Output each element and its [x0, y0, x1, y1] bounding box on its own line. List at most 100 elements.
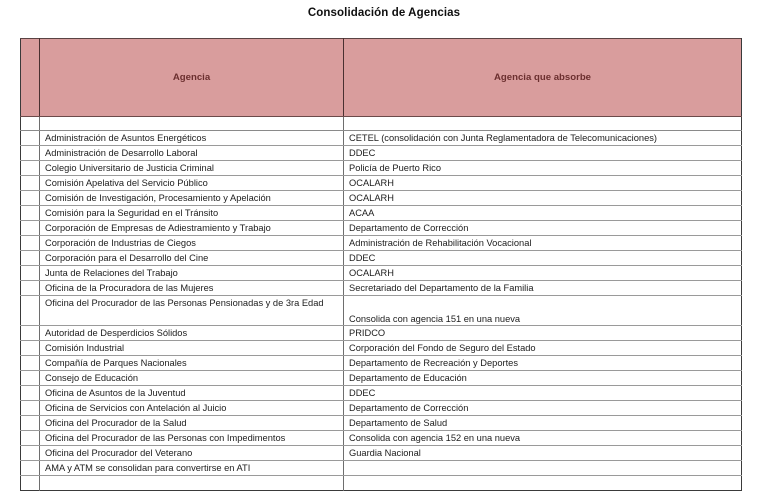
cell-agencia: Compañía de Parques Nacionales: [39, 355, 344, 371]
cell-agencia: Colegio Universitario de Justicia Crimin…: [39, 160, 344, 176]
cell-agencia-que-absorbe: Departamento de Salud: [343, 415, 742, 431]
cell-agencia-que-absorbe-text: Departamento de Corrección: [349, 403, 469, 413]
cell-agencia-que-absorbe: ACAA: [343, 205, 742, 221]
cell-agencia: Oficina del Procurador del Veterano: [39, 445, 344, 461]
cell-agencia-que-absorbe: Departamento de Recreación y Deportes: [343, 355, 742, 371]
cell-agencia-que-absorbe-text: DDEC: [349, 148, 376, 158]
cell-agencia-que-absorbe-text: Guardia Nacional: [349, 448, 421, 458]
consolidation-table: Agencia Agencia que absorbe Administración…: [20, 38, 742, 491]
row-marker-cell: [20, 370, 40, 386]
cell-agencia-que-absorbe: Secretariado del Departamento de la Fami…: [343, 280, 742, 296]
row-marker-cell: [20, 220, 40, 236]
row-marker-cell: [20, 160, 40, 176]
cell-agencia-text: AMA y ATM se consolidan para convertirse…: [45, 463, 251, 473]
cell-agencia-que-absorbe: OCALARH: [343, 265, 742, 281]
cell-agencia: Comisión Industrial: [39, 340, 344, 356]
cell-agencia-text: Oficina del Procurador de la Salud: [45, 418, 187, 428]
cell-agencia: Comisión de Investigación, Procesamiento…: [39, 190, 344, 206]
table-row: Administración de Asuntos Energéticos CET…: [20, 130, 742, 146]
spacer-cell-absorbe: [343, 116, 742, 131]
row-marker-cell: [20, 250, 40, 266]
tail-cell-agencia: [39, 475, 344, 491]
cell-agencia-text: Corporación de Empresas de Adiestramient…: [45, 223, 271, 233]
cell-agencia-que-absorbe-text: Departamento de Educación: [349, 373, 467, 383]
cell-agencia-text: Oficina de la Procuradora de las Mujeres: [45, 283, 214, 293]
table-row: Compañía de Parques Nacionales Departamen…: [20, 355, 742, 371]
row-marker-cell: [20, 190, 40, 206]
cell-agencia: Oficina del Procurador de la Salud: [39, 415, 344, 431]
cell-agencia-que-absorbe: OCALARH: [343, 175, 742, 191]
cell-agencia: Comisión para la Seguridad en el Tránsit…: [39, 205, 344, 221]
row-marker-cell: [20, 415, 40, 431]
row-marker-cell: [20, 430, 40, 446]
cell-agencia-text: Oficina del Procurador del Veterano: [45, 448, 193, 458]
table-row: AMA y ATM se consolidan para convertirse…: [20, 460, 742, 476]
cell-agencia-que-absorbe: Consolida con agencia 152 en una nueva: [343, 430, 742, 446]
cell-agencia-que-absorbe: Administración de Rehabilitación Vocacio…: [343, 235, 742, 251]
table-row: Comisión Apelativa del Servicio Público O…: [20, 175, 742, 191]
row-marker-cell: [20, 205, 40, 221]
cell-agencia: Comisión Apelativa del Servicio Público: [39, 175, 344, 191]
tail-cell-num: [20, 475, 40, 491]
cell-agencia: Oficina de Servicios con Antelación al J…: [39, 400, 344, 416]
cell-agencia-text: Comisión Industrial: [45, 343, 125, 353]
cell-agencia-text: Compañía de Parques Nacionales: [45, 358, 187, 368]
cell-agencia: Corporación de Industrias de Ciegos: [39, 235, 344, 251]
row-marker-cell: [20, 325, 40, 341]
cell-agencia-que-absorbe: Departamento de Educación: [343, 370, 742, 386]
cell-agencia-text: Corporación para el Desarrollo del Cine: [45, 253, 209, 263]
cell-agencia-que-absorbe-text: PRIDCO: [349, 328, 386, 338]
cell-agencia-que-absorbe: DDEC: [343, 145, 742, 161]
row-marker-cell: [20, 340, 40, 356]
table-tail-row: [20, 475, 742, 491]
cell-agencia-que-absorbe: Consolida con agencia 151 en una nueva: [343, 295, 742, 326]
cell-agencia-que-absorbe-text: CETEL (consolidación con Junta Reglament…: [349, 133, 658, 143]
cell-agencia: Oficina del Procurador de las Personas c…: [39, 430, 344, 446]
row-marker-cell: [20, 130, 40, 146]
table-body: Agencia Agencia que absorbe Administración…: [20, 38, 742, 491]
cell-agencia-text: Consejo de Educación: [45, 373, 139, 383]
cell-agencia-que-absorbe-text: Administración de Rehabilitación Vocacio…: [349, 238, 532, 248]
row-marker-cell: [20, 355, 40, 371]
cell-agencia-que-absorbe-text: OCALARH: [349, 268, 394, 278]
table-row: Comisión Industrial Corporación del Fondo…: [20, 340, 742, 356]
table-row: Oficina del Procurador de las Personas c…: [20, 430, 742, 446]
cell-agencia-que-absorbe-text: Policía de Puerto Rico: [349, 163, 441, 173]
cell-agencia-que-absorbe: Departamento de Corrección: [343, 400, 742, 416]
cell-agencia: Junta de Relaciones del Trabajo: [39, 265, 344, 281]
cell-agencia-que-absorbe: [343, 460, 742, 476]
table-row: Junta de Relaciones del Trabajo OCALARH: [20, 265, 742, 281]
row-marker-cell: [20, 295, 40, 326]
cell-agencia-text: Comisión Apelativa del Servicio Público: [45, 178, 208, 188]
cell-agencia-que-absorbe: Policía de Puerto Rico: [343, 160, 742, 176]
cell-agencia-que-absorbe: CETEL (consolidación con Junta Reglament…: [343, 130, 742, 146]
cell-agencia: Corporación para el Desarrollo del Cine: [39, 250, 344, 266]
cell-agencia-text: Colegio Universitario de Justicia Crimin…: [45, 163, 214, 173]
cell-agencia-que-absorbe: Departamento de Corrección: [343, 220, 742, 236]
cell-agencia-que-absorbe: DDEC: [343, 250, 742, 266]
cell-agencia-que-absorbe-text: Departamento de Salud: [349, 418, 448, 428]
tail-cell-absorbe: [343, 475, 742, 491]
table-row: Oficina de Servicios con Antelación al J…: [20, 400, 742, 416]
cell-agencia-que-absorbe-text: Departamento de Corrección: [349, 223, 469, 233]
cell-agencia-que-absorbe-text: Departamento de Recreación y Deportes: [349, 358, 518, 368]
cell-agencia: Autoridad de Desperdicios Sólidos: [39, 325, 344, 341]
row-marker-cell: [20, 265, 40, 281]
cell-agencia-que-absorbe-text: Consolida con agencia 151 en una nueva: [349, 314, 521, 324]
table-row: Corporación de Industrias de Ciegos Admin…: [20, 235, 742, 251]
table-row: Administración de Desarrollo Laboral DDEC: [20, 145, 742, 161]
row-marker-cell: [20, 235, 40, 251]
cell-agencia-text: Autoridad de Desperdicios Sólidos: [45, 328, 188, 338]
spacer-cell-agencia: [39, 116, 344, 131]
row-marker-cell: [20, 460, 40, 476]
cell-agencia: Corporación de Empresas de Adiestramient…: [39, 220, 344, 236]
cell-agencia-que-absorbe: Corporación del Fondo de Seguro del Esta…: [343, 340, 742, 356]
row-marker-cell: [20, 385, 40, 401]
table-spacer-row: [20, 116, 742, 131]
cell-agencia-text: Oficina del Procurador de las Personas P…: [45, 298, 324, 308]
cell-agencia-que-absorbe-text: DDEC: [349, 388, 376, 398]
cell-agencia-que-absorbe-text: OCALARH: [349, 193, 394, 203]
column-header-absorbe: Agencia que absorbe: [343, 38, 742, 117]
cell-agencia-text: Oficina de Servicios con Antelación al J…: [45, 403, 227, 413]
row-marker-cell: [20, 400, 40, 416]
